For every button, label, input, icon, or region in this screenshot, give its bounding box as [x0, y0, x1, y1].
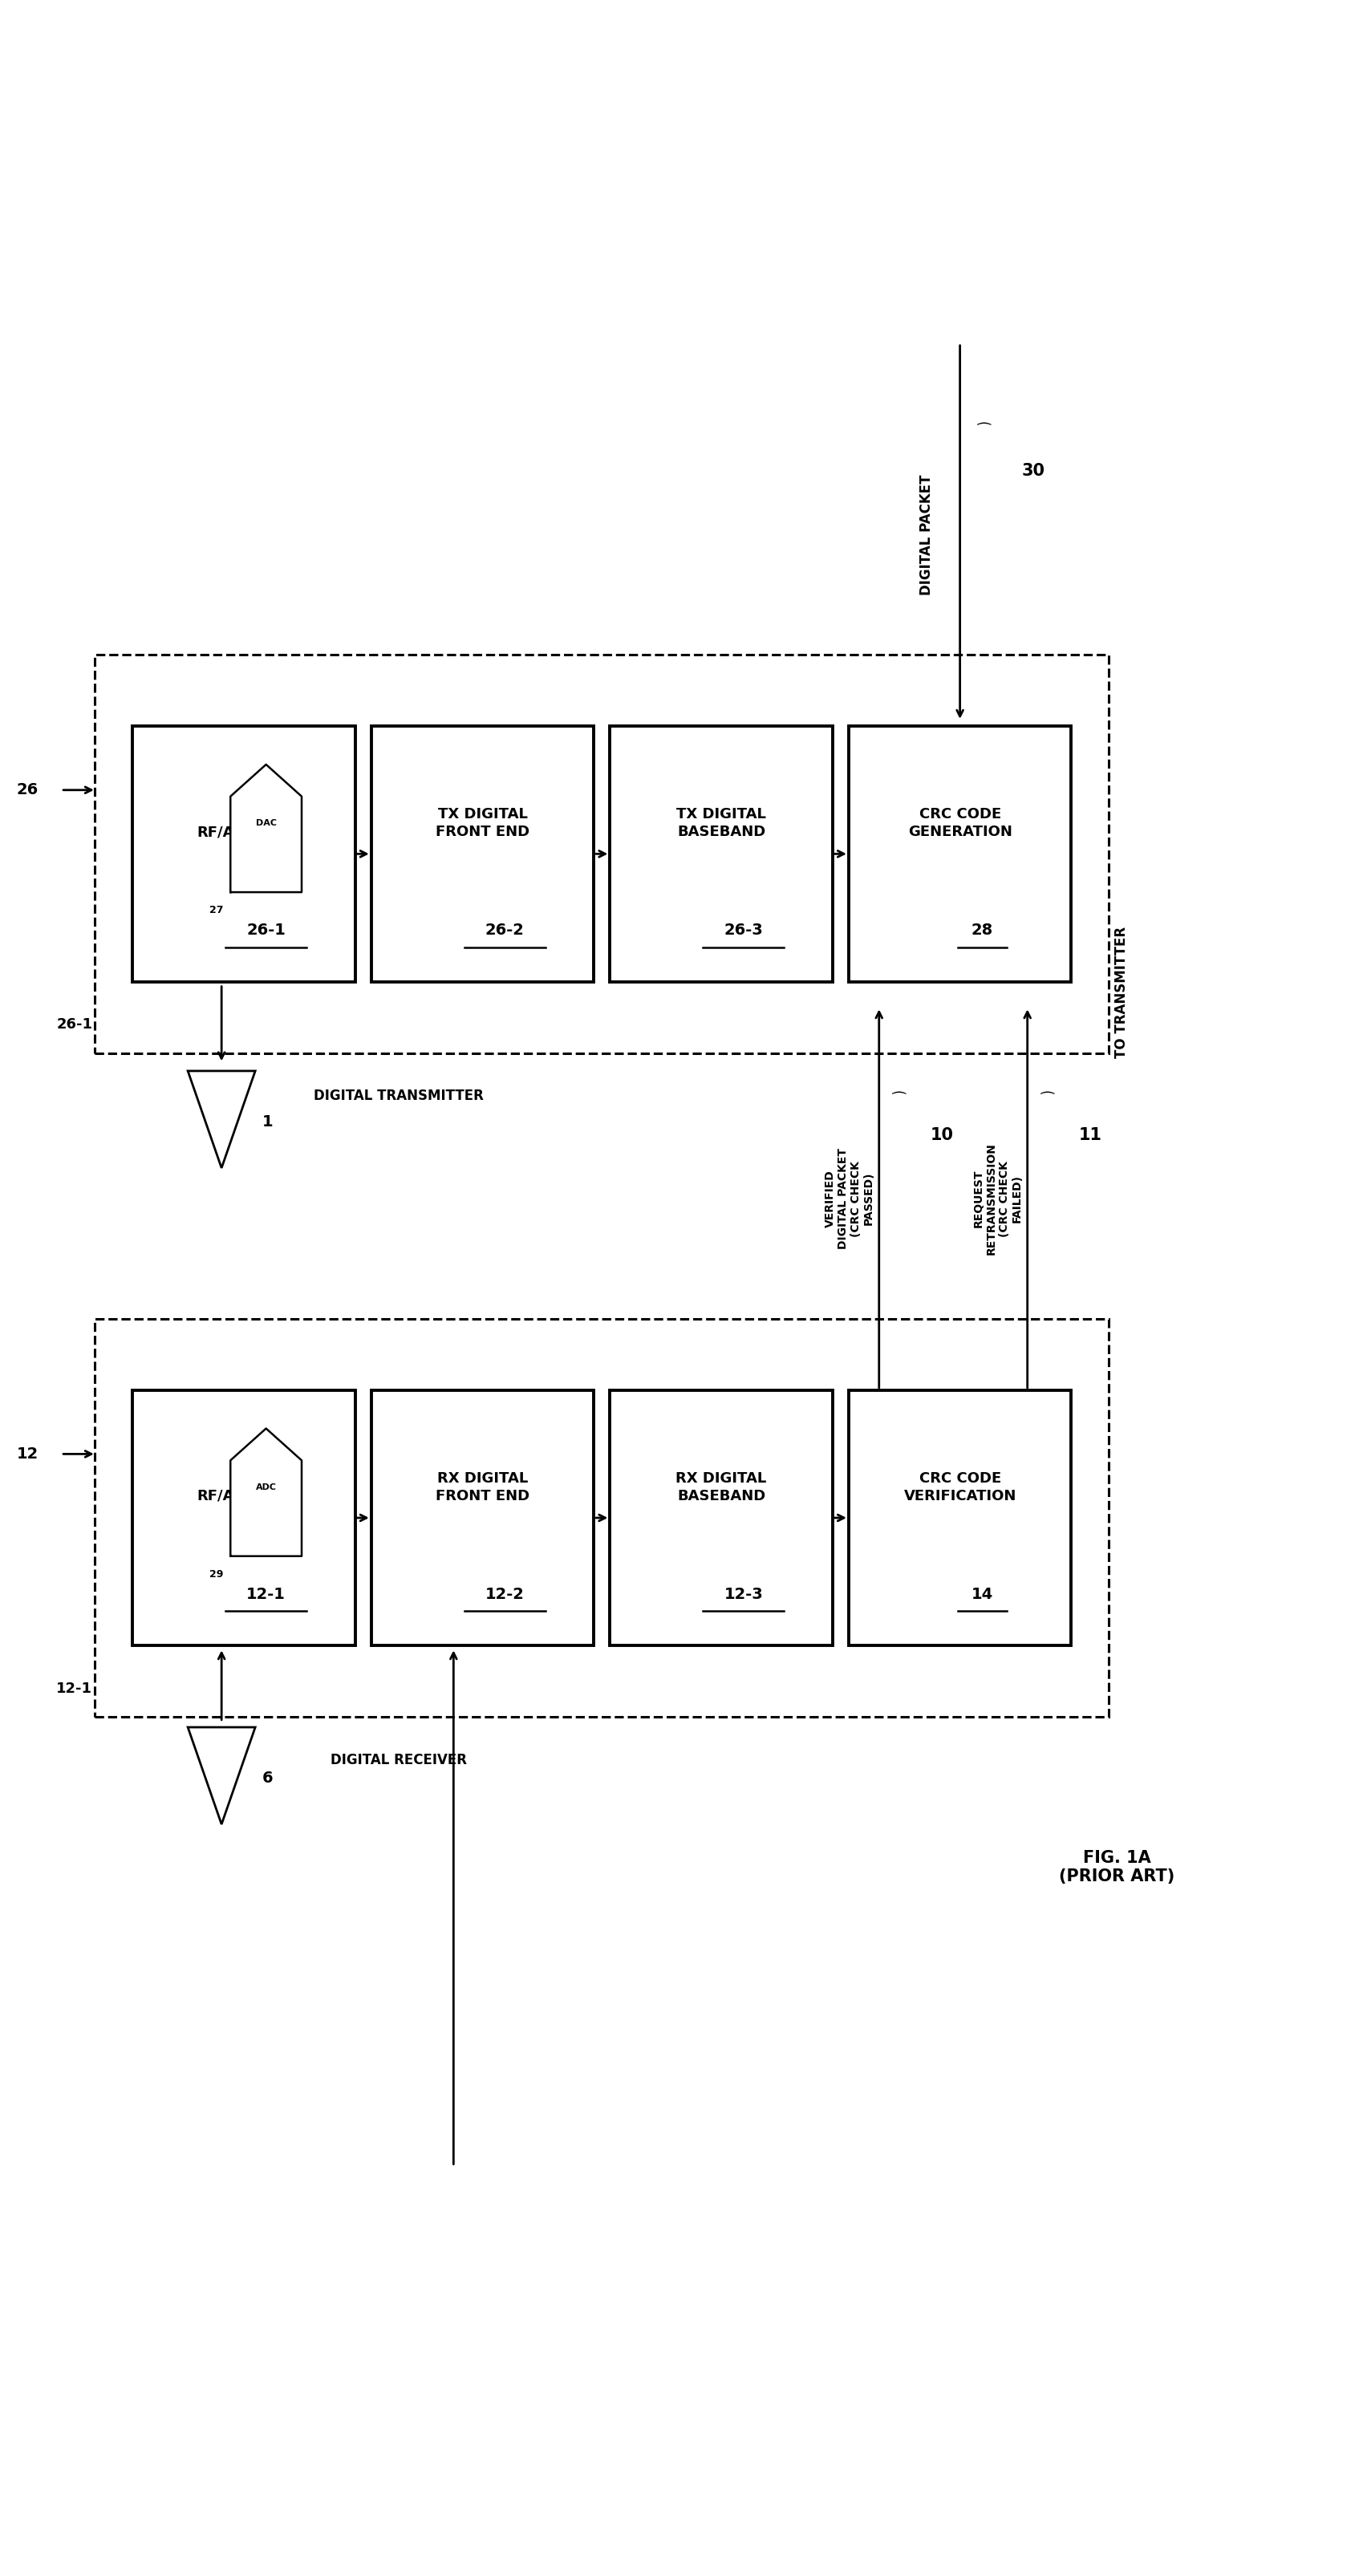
Bar — [372, 1391, 594, 1646]
Text: RX DIGITAL
FRONT END: RX DIGITAL FRONT END — [436, 1471, 529, 1504]
Polygon shape — [230, 1430, 302, 1556]
Bar — [610, 726, 832, 981]
Text: 12-1: 12-1 — [56, 1682, 93, 1695]
Text: 27: 27 — [210, 904, 223, 914]
Text: ⁀: ⁀ — [978, 425, 990, 440]
Text: ⁀: ⁀ — [893, 1095, 905, 1110]
Text: 10: 10 — [931, 1126, 954, 1144]
Bar — [95, 654, 1109, 1054]
Text: 12-3: 12-3 — [724, 1587, 764, 1602]
Text: VERIFIED
DIGITAL PACKET
(CRC CHECK
PASSED): VERIFIED DIGITAL PACKET (CRC CHECK PASSE… — [824, 1149, 875, 1249]
Text: TX DIGITAL
BASEBAND: TX DIGITAL BASEBAND — [676, 806, 766, 840]
Polygon shape — [230, 765, 302, 891]
Text: CRC CODE
GENERATION: CRC CODE GENERATION — [908, 806, 1012, 840]
Bar — [133, 1391, 355, 1646]
Text: RX DIGITAL
BASEBAND: RX DIGITAL BASEBAND — [676, 1471, 766, 1504]
Text: DIGITAL TRANSMITTER: DIGITAL TRANSMITTER — [314, 1090, 484, 1103]
Text: 29: 29 — [210, 1569, 223, 1579]
Text: ⁀: ⁀ — [1042, 1095, 1054, 1110]
Bar — [610, 1391, 832, 1646]
Text: ADC: ADC — [255, 1484, 277, 1492]
Text: 30: 30 — [1021, 464, 1045, 479]
Bar — [849, 726, 1071, 981]
Text: RX
RF/ANALOG: RX RF/ANALOG — [197, 1471, 291, 1504]
Bar — [849, 1391, 1071, 1646]
Bar — [95, 1319, 1109, 1718]
Text: 28: 28 — [971, 922, 993, 938]
Text: TO TRANSMITTER: TO TRANSMITTER — [1115, 927, 1130, 1059]
Text: CRC CODE
VERIFICATION: CRC CODE VERIFICATION — [903, 1471, 1016, 1504]
Text: 26-2: 26-2 — [485, 922, 524, 938]
Text: TX
RF/ANALOG: TX RF/ANALOG — [197, 806, 291, 840]
Text: 1: 1 — [262, 1115, 273, 1131]
Text: 26-1: 26-1 — [247, 922, 285, 938]
Text: 26-1: 26-1 — [56, 1018, 93, 1033]
Bar — [133, 726, 355, 981]
Text: TX DIGITAL
FRONT END: TX DIGITAL FRONT END — [436, 806, 529, 840]
Text: 12-1: 12-1 — [247, 1587, 285, 1602]
Text: FIG. 1A
(PRIOR ART): FIG. 1A (PRIOR ART) — [1060, 1850, 1175, 1886]
Text: 12-2: 12-2 — [485, 1587, 524, 1602]
Text: 26-3: 26-3 — [724, 922, 764, 938]
Text: 26: 26 — [16, 783, 38, 799]
Bar — [372, 726, 594, 981]
Text: 12: 12 — [16, 1445, 38, 1461]
Text: 6: 6 — [262, 1770, 273, 1785]
Text: DIGITAL PACKET: DIGITAL PACKET — [919, 474, 934, 595]
Text: 14: 14 — [971, 1587, 993, 1602]
Text: REQUEST
RETRANSMISSION
(CRC CHECK
FAILED): REQUEST RETRANSMISSION (CRC CHECK FAILED… — [972, 1144, 1023, 1255]
Text: DAC: DAC — [255, 819, 277, 827]
Text: 11: 11 — [1079, 1126, 1102, 1144]
Text: DIGITAL RECEIVER: DIGITAL RECEIVER — [330, 1752, 468, 1767]
